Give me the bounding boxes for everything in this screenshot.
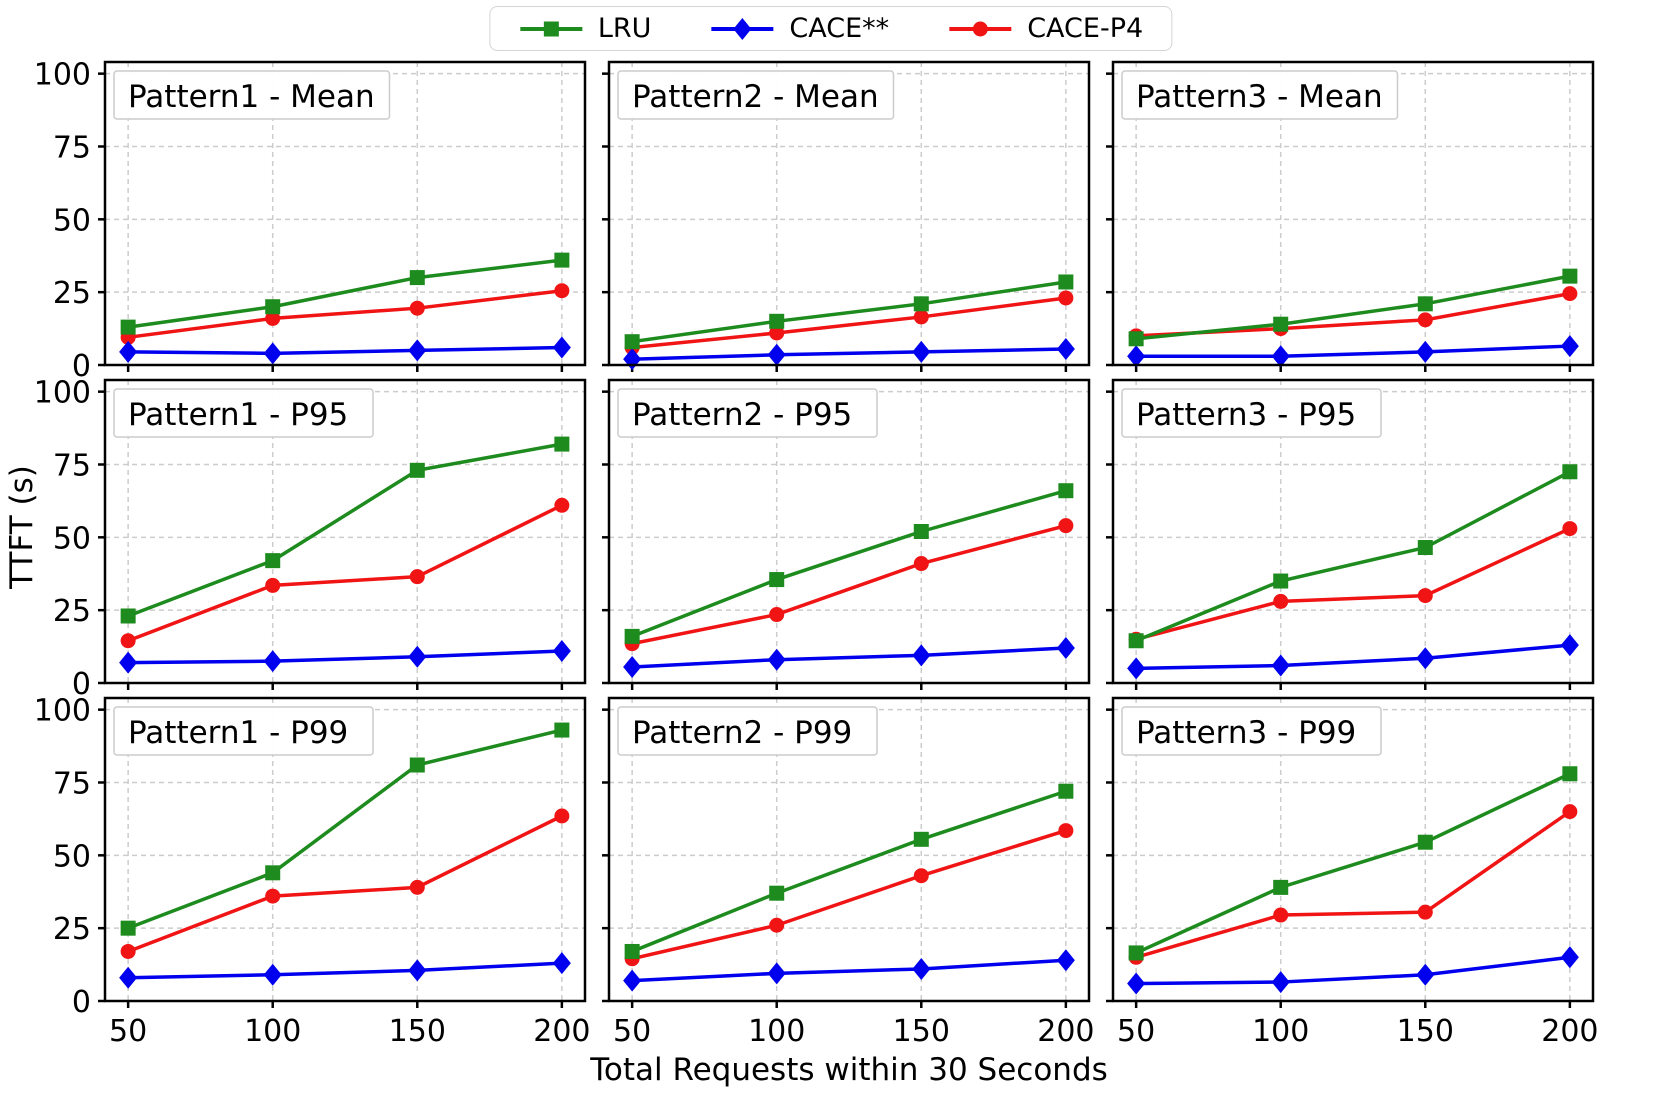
plot-pattern2-p95: Pattern2 - P95	[602, 378, 1091, 690]
svg-text:75: 75	[53, 448, 91, 483]
svg-text:75: 75	[53, 130, 91, 165]
svg-text:100: 100	[244, 1014, 301, 1049]
svg-text:Pattern2 - P95: Pattern2 - P95	[632, 397, 852, 433]
svg-text:50: 50	[109, 1014, 147, 1049]
svg-text:Pattern3 - P95: Pattern3 - P95	[1136, 397, 1356, 433]
svg-text:100: 100	[748, 1014, 805, 1049]
svg-text:50: 50	[613, 1014, 651, 1049]
plot-pattern1-p95: 0 25 50 75 100 Pattern1 - P95	[34, 376, 587, 702]
svg-text:50: 50	[1117, 1014, 1155, 1049]
y-axis-label: TTFT (s)	[4, 465, 40, 589]
x-axis-label: Total Requests within 30 Seconds	[590, 1052, 1108, 1088]
lru-line-square-icon	[519, 21, 582, 36]
svg-text:0: 0	[72, 349, 91, 384]
svg-text:200: 200	[1037, 1014, 1094, 1049]
svg-text:200: 200	[1541, 1014, 1598, 1049]
legend-label-cace-p4: CACE-P4	[1027, 13, 1144, 44]
svg-text:Pattern1 - P99: Pattern1 - P99	[128, 715, 348, 751]
legend-label-lru: LRU	[597, 13, 652, 44]
svg-text:150: 150	[1397, 1014, 1454, 1049]
panel-pattern3-p99: 50 100 150 200 Pattern3 - P99	[1106, 696, 1599, 1049]
panel-pattern3-p95: Pattern3 - P95	[1106, 378, 1595, 690]
svg-text:50: 50	[53, 839, 91, 874]
cace-line-diamond-icon	[711, 17, 774, 40]
legend-item-cace-p4: CACE-P4	[947, 13, 1143, 44]
svg-text:0: 0	[72, 667, 91, 702]
panel-pattern1-mean: 0 25 50 75 100 Pattern1 - Mean	[34, 58, 587, 384]
svg-text:Pattern2 - P99: Pattern2 - P99	[632, 715, 852, 751]
svg-text:100: 100	[1252, 1014, 1309, 1049]
svg-text:Pattern3 - P99: Pattern3 - P99	[1136, 715, 1356, 751]
cace-p4-line-circle-icon	[949, 21, 1012, 36]
legend-label-cace: CACE**	[789, 13, 890, 44]
plot-pattern2-p99: 50 100 150 200 Pattern2 - P99	[602, 696, 1095, 1049]
plot-pattern1-mean: 0 25 50 75 100 Pattern1 - Mean	[34, 58, 587, 384]
svg-text:150: 150	[893, 1014, 950, 1049]
panel-pattern1-p99: 0 25 50 75 100 50 100 150 200 Pattern1 - P99	[34, 694, 591, 1049]
svg-text:Pattern1 - Mean: Pattern1 - Mean	[128, 79, 375, 115]
legend-item-cace: CACE**	[709, 13, 889, 44]
svg-text:100: 100	[34, 694, 91, 729]
svg-text:Pattern2 - Mean: Pattern2 - Mean	[632, 79, 879, 115]
panel-pattern3-mean: Pattern3 - Mean	[1106, 60, 1595, 372]
svg-text:100: 100	[34, 376, 91, 411]
panel-pattern2-mean: Pattern2 - Mean	[602, 60, 1091, 372]
svg-text:150: 150	[389, 1014, 446, 1049]
plot-pattern2-mean: Pattern2 - Mean	[602, 60, 1091, 372]
svg-text:25: 25	[53, 912, 91, 947]
panel-pattern1-p95: 0 25 50 75 100 Pattern1 - P95	[34, 376, 587, 702]
legend-item-lru: LRU	[518, 13, 652, 44]
plot-pattern3-p99: 50 100 150 200 Pattern3 - P99	[1106, 696, 1599, 1049]
panel-pattern2-p95: Pattern2 - P95	[602, 378, 1091, 690]
legend: LRU CACE** CACE-P4	[488, 6, 1173, 51]
plot-pattern1-p99: 0 25 50 75 100 50 100 150 200 Pattern1 - P99	[34, 694, 591, 1049]
svg-text:25: 25	[53, 276, 91, 311]
svg-text:25: 25	[53, 594, 91, 629]
panel-pattern2-p99: 50 100 150 200 Pattern2 - P99	[602, 696, 1095, 1049]
svg-text:100: 100	[34, 58, 91, 93]
svg-text:50: 50	[53, 203, 91, 238]
svg-text:200: 200	[533, 1014, 590, 1049]
svg-text:0: 0	[72, 985, 91, 1020]
svg-text:Pattern3 - Mean: Pattern3 - Mean	[1136, 79, 1383, 115]
plot-pattern3-mean: Pattern3 - Mean	[1106, 60, 1595, 372]
svg-text:50: 50	[53, 521, 91, 556]
svg-text:75: 75	[53, 766, 91, 801]
svg-text:Pattern1 - P95: Pattern1 - P95	[128, 397, 348, 433]
subplot-grid: 0 25 50 75 100 Pattern1 - Mean Pattern2 - Mea…	[34, 58, 1599, 1049]
plot-pattern3-p95: Pattern3 - P95	[1106, 378, 1595, 690]
